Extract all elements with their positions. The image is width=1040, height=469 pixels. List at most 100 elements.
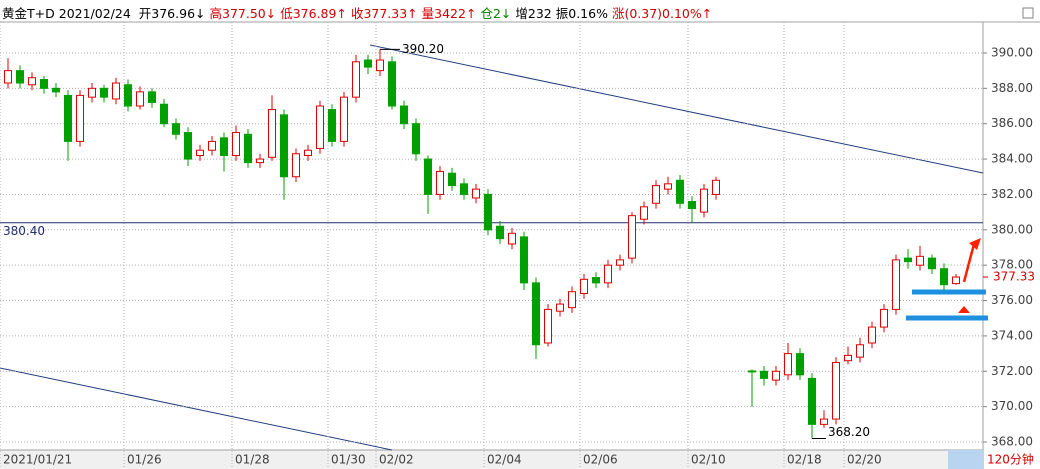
candle-body [928, 257, 936, 270]
candle-body [340, 96, 348, 142]
candle-body [436, 170, 444, 195]
x-tick-label: 02/10 [691, 453, 726, 467]
candle-body [556, 303, 564, 312]
candle-body [832, 361, 840, 420]
candle-body [628, 215, 636, 259]
y-tick-label: 380.00 [991, 222, 1033, 236]
x-tick-label: 02/02 [379, 453, 414, 467]
arrow [962, 243, 976, 283]
candle-body [808, 377, 816, 425]
y-tick-label: 382.00 [991, 187, 1033, 201]
candle-body [916, 255, 924, 266]
header-item: 增232 [515, 6, 552, 21]
candle-body [292, 153, 300, 178]
candle-body [892, 259, 900, 310]
candle-body [508, 232, 516, 245]
candle-body [244, 133, 252, 164]
candle-body [352, 61, 360, 98]
candle-body [160, 103, 168, 125]
header-item: 低376.89↑ [280, 6, 347, 21]
candle-body [664, 183, 672, 190]
x-tick-label: 02/06 [583, 453, 618, 467]
candle-body [196, 149, 204, 157]
period-label: 120分钟 [987, 452, 1034, 467]
candle-body [304, 149, 312, 157]
candle-body [220, 137, 228, 157]
y-tick-label: 374.00 [991, 328, 1033, 342]
candle-body [400, 105, 408, 125]
last-price-label: 377.33 [993, 270, 1035, 284]
header-item: 高377.50↓ [209, 6, 277, 21]
candle-body [580, 278, 588, 294]
candle-body [868, 326, 876, 344]
candle-body [208, 140, 216, 151]
max-label: 390.20 [402, 42, 444, 56]
candle-body [844, 354, 852, 362]
y-tick-label: 368.00 [991, 435, 1033, 449]
x-tick-label: 02/04 [487, 453, 522, 467]
candle-body [40, 78, 48, 89]
arrow-head [958, 306, 970, 313]
candle-body [616, 259, 624, 266]
candle-body [124, 84, 132, 107]
min-label: 368.20 [828, 425, 870, 439]
instrument: 黄金T+D [2, 6, 55, 21]
candle-body [604, 264, 612, 284]
x-tick-label: 01/30 [331, 453, 366, 467]
header: 黄金T+D 2021/02/24 开376.96↓ 高377.50↓ 低376.89↑… [2, 3, 716, 22]
candle-body [88, 87, 96, 98]
candle-body [496, 225, 504, 240]
candle-body [760, 370, 768, 379]
x-tick-label: 02/18 [787, 453, 822, 467]
candle-body [268, 109, 276, 158]
candle-body [952, 276, 960, 285]
candle-body [568, 291, 576, 309]
candle-body [376, 59, 384, 72]
header-item: 仓2↓ [480, 6, 512, 21]
y-tick-label: 370.00 [991, 399, 1033, 413]
candle-body [256, 158, 264, 164]
candle-body [16, 70, 24, 84]
candle-body [316, 105, 324, 149]
candle-body [184, 132, 192, 160]
candle-body [820, 418, 828, 425]
candle-body [544, 308, 552, 344]
date: 2021/02/24 [58, 6, 131, 21]
y-tick-label: 388.00 [991, 81, 1033, 95]
x-tick-label: 02/20 [847, 453, 882, 467]
candle-body [364, 59, 372, 68]
candle-body [112, 82, 120, 100]
candle-body [592, 277, 600, 284]
candle-body [28, 77, 36, 86]
candle-body [136, 91, 144, 107]
y-tick-label: 372.00 [991, 364, 1033, 378]
candle-body [4, 70, 12, 84]
y-tick-label: 376.00 [991, 293, 1033, 307]
candle-body [520, 236, 528, 284]
candle-body [532, 282, 540, 346]
trend-line [369, 44, 984, 174]
candle-body [772, 370, 780, 381]
scroll-box[interactable] [948, 450, 983, 469]
header-item: 涨(0.37)0.10%↑ [611, 6, 713, 21]
candle-body [676, 179, 684, 204]
candle-body [280, 114, 288, 178]
candle-body [940, 268, 948, 286]
y-tick-label: 386.00 [991, 116, 1033, 130]
candle-body [796, 353, 804, 376]
candle-body [700, 188, 708, 213]
candle-body [52, 87, 60, 93]
trend-line [0, 367, 393, 451]
candle-body [652, 185, 660, 204]
x-tick-label: 01/26 [127, 453, 162, 467]
x-tick-label: 2021/01/21 [3, 453, 72, 467]
candle-body [232, 132, 240, 157]
candle-body [880, 308, 888, 328]
window-button[interactable] [1022, 7, 1034, 19]
header-item: 开376.96↓ [138, 6, 206, 21]
arrow-head [969, 238, 981, 250]
x-tick-label: 01/28 [235, 453, 270, 467]
